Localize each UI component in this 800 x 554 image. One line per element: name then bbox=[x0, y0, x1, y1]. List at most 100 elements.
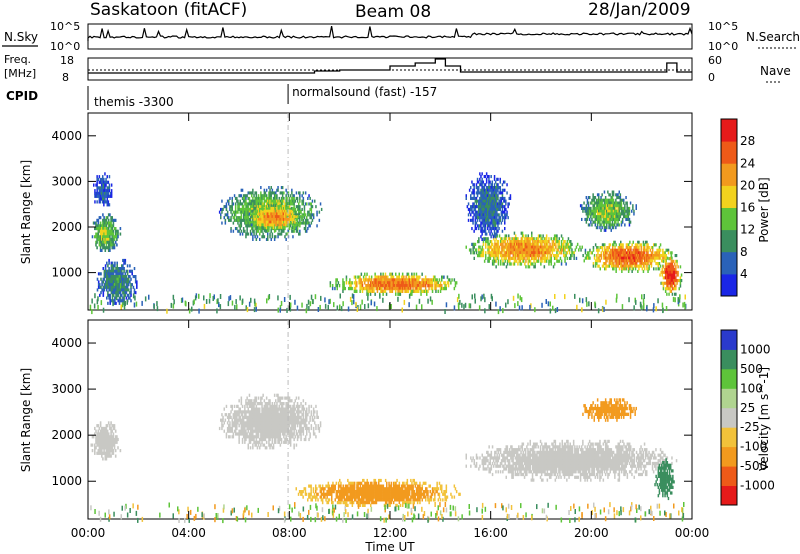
heatmap-cell bbox=[478, 210, 480, 214]
heatmap-cell bbox=[240, 432, 243, 436]
heatmap-cell bbox=[241, 196, 244, 200]
heatmap-cell bbox=[240, 402, 243, 406]
heatmap-cell bbox=[116, 243, 118, 247]
heatmap-cell bbox=[513, 237, 516, 241]
heatmap-cell bbox=[525, 251, 527, 255]
heatmap-cell bbox=[98, 194, 101, 198]
heatmap-cell bbox=[682, 302, 684, 308]
heatmap-cell bbox=[597, 251, 599, 255]
heatmap-cell bbox=[524, 251, 526, 255]
heatmap-cell bbox=[225, 205, 228, 209]
heatmap-cell bbox=[493, 216, 496, 220]
heatmap-cell bbox=[489, 186, 491, 190]
heatmap-cell bbox=[487, 188, 489, 192]
heatmap-cell bbox=[367, 286, 369, 291]
heatmap-cell bbox=[485, 177, 488, 181]
heatmap-cell bbox=[103, 443, 105, 447]
heatmap-cell bbox=[479, 183, 481, 187]
heatmap-cell bbox=[249, 415, 252, 419]
heatmap-cell bbox=[116, 440, 118, 444]
heatmap-cell bbox=[411, 289, 413, 293]
heatmap-cell bbox=[534, 256, 536, 260]
heatmap-cell bbox=[642, 256, 645, 260]
heatmap-cell bbox=[439, 281, 442, 285]
heatmap-cell bbox=[629, 251, 631, 255]
heatmap-cell bbox=[246, 218, 248, 222]
heatmap-cell bbox=[245, 424, 247, 428]
heatmap-cell bbox=[650, 246, 653, 250]
heatmap-cell bbox=[656, 254, 658, 258]
heatmap-cell bbox=[389, 289, 391, 293]
heatmap-cell bbox=[586, 215, 589, 219]
heatmap-cell bbox=[110, 421, 112, 425]
heatmap-cell bbox=[677, 279, 679, 283]
heatmap-cell bbox=[108, 269, 110, 273]
heatmap-cell bbox=[627, 259, 630, 263]
heatmap-cell bbox=[497, 177, 499, 181]
heatmap-cell bbox=[281, 212, 284, 216]
heatmap-cell bbox=[651, 248, 654, 252]
heatmap-cell bbox=[626, 246, 629, 250]
heatmap-cell bbox=[505, 265, 508, 269]
heatmap-cell bbox=[114, 283, 116, 287]
heatmap-cell bbox=[612, 215, 615, 219]
heatmap-cell bbox=[97, 437, 100, 442]
heatmap-cell bbox=[504, 237, 506, 241]
heatmap-cell bbox=[516, 259, 518, 263]
heatmap-cell bbox=[571, 248, 573, 252]
heatmap-cell bbox=[640, 264, 642, 268]
heatmap-cell bbox=[651, 256, 654, 260]
heatmap-cell bbox=[336, 286, 338, 291]
heatmap-cell bbox=[403, 286, 405, 291]
heatmap-cell bbox=[594, 196, 597, 200]
heatmap-cell bbox=[109, 269, 111, 273]
heatmap-cell bbox=[241, 404, 244, 408]
heatmap-cell bbox=[600, 256, 603, 260]
heatmap-cell bbox=[504, 245, 506, 249]
heatmap-cell bbox=[102, 243, 104, 247]
heatmap-cell bbox=[375, 284, 377, 288]
heatmap-cell bbox=[624, 262, 626, 266]
heatmap-cell bbox=[593, 220, 595, 224]
heatmap-cell bbox=[306, 218, 308, 222]
heatmap-cell bbox=[281, 199, 284, 203]
heatmap-cell bbox=[252, 207, 254, 211]
heatmap-cell bbox=[654, 251, 656, 255]
heatmap-cell bbox=[132, 285, 135, 289]
heatmap-cell bbox=[414, 284, 416, 288]
heatmap-cell bbox=[533, 242, 535, 246]
heatmap-cell bbox=[500, 254, 502, 258]
heatmap-cell bbox=[489, 240, 492, 244]
heatmap-cell bbox=[489, 254, 492, 258]
heatmap-cell bbox=[244, 404, 246, 408]
heatmap-cell bbox=[614, 259, 616, 263]
heatmap-cell bbox=[118, 288, 121, 292]
heatmap-cell bbox=[263, 194, 266, 198]
heatmap-cell bbox=[257, 196, 260, 200]
heatmap-cell bbox=[106, 283, 108, 287]
heatmap-cell bbox=[589, 206, 591, 210]
heatmap-cell bbox=[270, 209, 272, 213]
heatmap-cell bbox=[245, 196, 247, 200]
heatmap-cell bbox=[544, 237, 547, 241]
heatmap-cell bbox=[114, 269, 116, 273]
heatmap-cell bbox=[487, 213, 489, 217]
heatmap-cell bbox=[397, 292, 399, 296]
heatmap-cell bbox=[109, 248, 111, 252]
heatmap-cell bbox=[253, 224, 255, 228]
heatmap-cell bbox=[607, 212, 609, 216]
heatmap-cell bbox=[109, 285, 111, 289]
heatmap-cell bbox=[350, 281, 352, 285]
heatmap-cell bbox=[434, 281, 436, 285]
heatmap-cell bbox=[664, 262, 667, 266]
heatmap-cell bbox=[362, 275, 365, 279]
heatmap-cell bbox=[637, 254, 639, 258]
heatmap-cell bbox=[123, 283, 125, 287]
heatmap-cell bbox=[503, 237, 505, 241]
heatmap-cell bbox=[408, 302, 410, 308]
heatmap-cell bbox=[612, 198, 615, 202]
heatmap-cell bbox=[404, 278, 406, 282]
heatmap-cell bbox=[620, 259, 622, 263]
heatmap-cell bbox=[241, 429, 244, 433]
heatmap-cell bbox=[111, 267, 114, 271]
